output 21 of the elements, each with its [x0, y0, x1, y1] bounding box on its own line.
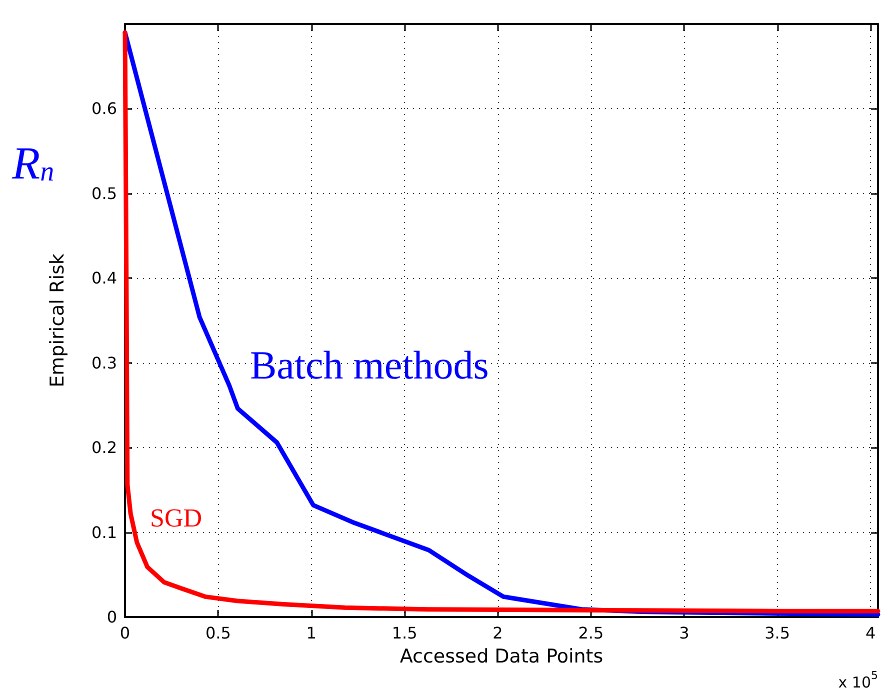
series-label: Batch methods [250, 342, 489, 388]
y-axis-title: Empirical Risk [46, 254, 68, 388]
y-tick-label: 0.1 [92, 522, 117, 542]
y-tick-label: 0.5 [92, 184, 117, 203]
x-tick-label: 4 [865, 624, 876, 642]
text: Rn [11, 138, 54, 188]
x-tick-label: 1 [306, 624, 316, 642]
x-tick-label: 3 [679, 624, 690, 642]
y-tick-label: 0.3 [92, 353, 117, 372]
x-tick-label: 0.5 [205, 624, 231, 642]
y-tick-label: 0.2 [92, 438, 117, 458]
x-tick-label: 1.5 [392, 624, 418, 642]
series-label: SGD [150, 504, 202, 532]
x-tick-label: 3.5 [764, 624, 790, 642]
y-tick-label: 0.4 [92, 268, 117, 288]
y-tick-label: 0 [106, 608, 117, 626]
y-tick-label: 0.6 [92, 99, 117, 118]
x-tick-label: 0 [120, 624, 130, 642]
x-axis-title: Accessed Data Points [400, 646, 604, 668]
x-tick-label: 2.5 [578, 624, 604, 642]
x-tick-label: 2 [492, 624, 503, 642]
